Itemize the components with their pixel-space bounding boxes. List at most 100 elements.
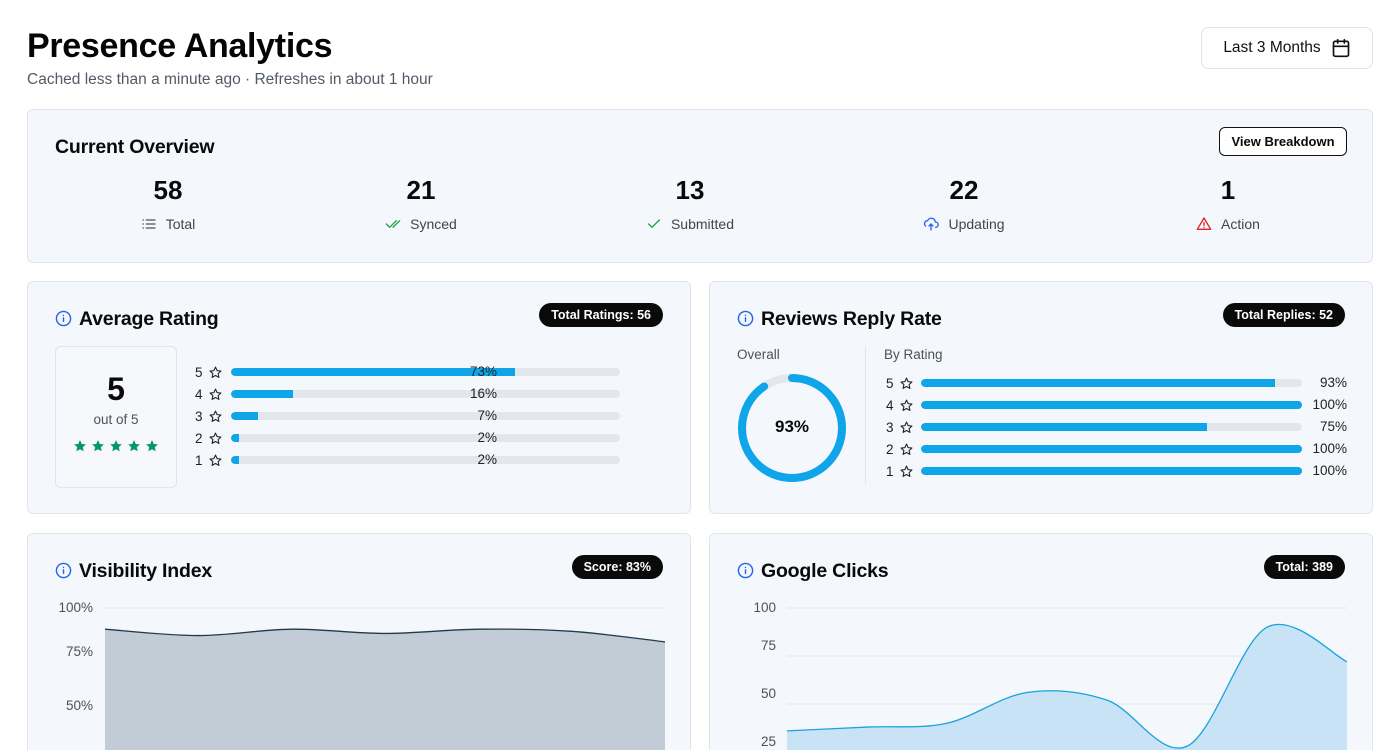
y-tick: 50: [760, 686, 776, 701]
google-clicks-total-badge: Total: 389: [1263, 555, 1345, 579]
rating-number: 5: [886, 375, 894, 391]
star-icon: [128, 440, 140, 452]
rating-number: 1: [195, 452, 203, 468]
bar-track: [231, 456, 620, 464]
bar-track: [921, 445, 1302, 453]
double-check-icon: [385, 220, 401, 228]
bar-percent: 16%: [469, 386, 497, 401]
total-ratings-badge: Total Ratings: 56: [539, 303, 663, 327]
info-icon[interactable]: [55, 310, 72, 327]
bar-track: [231, 412, 620, 420]
stat-synced: 21 Synced: [321, 174, 521, 232]
by-rating-label: By Rating: [884, 347, 943, 362]
overview-card: Current Overview View Breakdown 58 Total…: [27, 109, 1373, 263]
bar-fill: [231, 412, 259, 420]
reply-rate-card: Reviews Reply Rate Total Replies: 52 Ove…: [709, 281, 1373, 514]
bar-percent: 100%: [1312, 463, 1347, 478]
google-clicks-chart: [787, 607, 1347, 750]
rating-number: 3: [886, 419, 894, 435]
bar-fill: [231, 368, 515, 376]
star-icon: [110, 440, 122, 452]
star-outline-icon: [209, 388, 222, 400]
donut-arc: [738, 374, 846, 482]
bar-fill: [921, 423, 1207, 431]
bar-track: [921, 379, 1302, 387]
date-range-button[interactable]: Last 3 Months: [1201, 27, 1373, 69]
list-icon: [142, 219, 156, 229]
rating-number: 4: [886, 397, 894, 413]
star-outline-icon: [209, 454, 222, 466]
bar-fill: [921, 379, 1276, 387]
rating-scale: out of 5: [93, 412, 139, 427]
rating-score: 5: [107, 371, 125, 407]
stat-value: 22: [949, 175, 979, 205]
star-rating: [56, 439, 176, 453]
y-tick: 100: [753, 600, 776, 615]
visibility-score-badge: Score: 83%: [571, 555, 663, 579]
bar-track: [231, 434, 620, 442]
series-line: [787, 623, 1347, 749]
stat-label: Updating: [948, 216, 1005, 232]
y-tick: 50%: [65, 698, 93, 713]
calendar-icon: [1332, 38, 1350, 58]
bar-track: [921, 401, 1302, 409]
cloud-upload-icon: [924, 217, 940, 231]
bar-fill: [921, 445, 1302, 453]
stat-value: 13: [675, 175, 705, 205]
stat-updating: 22 Updating: [864, 174, 1064, 232]
rating-bar-row: 5 93%: [886, 375, 1347, 391]
reply-rate-donut: [738, 374, 846, 482]
view-breakdown-button[interactable]: View Breakdown: [1219, 127, 1347, 156]
rating-bar-row: 5 73%: [195, 364, 620, 380]
rating-number: 2: [886, 441, 894, 457]
rating-bar-row: 3 7%: [195, 408, 620, 424]
rating-bar-row: 3 75%: [886, 419, 1347, 435]
overall-label: Overall: [737, 347, 780, 362]
bar-fill: [921, 401, 1302, 409]
stat-submitted: 13 Submitted: [590, 174, 790, 232]
rating-summary: 5 out of 5: [55, 346, 177, 488]
bar-percent: 2%: [477, 430, 497, 445]
visibility-card: Visibility Index Score: 83% 100% 75% 50%: [27, 533, 691, 750]
bar-percent: 73%: [469, 364, 497, 379]
series-line: [105, 628, 665, 643]
rating-bar-row: 2 2%: [195, 430, 620, 446]
bar-percent: 2%: [477, 452, 497, 467]
stat-value: 1: [1220, 175, 1236, 205]
bar-percent: 75%: [1319, 419, 1347, 434]
stat-value: 21: [406, 175, 436, 205]
star-icon: [146, 440, 158, 452]
stat-label: Synced: [410, 216, 457, 232]
area-fill: [787, 624, 1347, 750]
date-range-label: Last 3 Months: [1223, 39, 1321, 56]
average-rating-card: Average Rating Total Ratings: 56 5 out o…: [27, 281, 691, 514]
overall-percent: 93%: [774, 417, 810, 436]
bar-track: [231, 368, 620, 376]
info-icon[interactable]: [55, 562, 72, 579]
info-icon[interactable]: [737, 562, 754, 579]
rating-number: 3: [195, 408, 203, 424]
bar-fill: [231, 390, 294, 398]
bar-fill: [921, 467, 1302, 475]
star-outline-icon: [209, 432, 222, 444]
star-outline-icon: [900, 399, 913, 411]
y-tick: 25: [760, 734, 776, 749]
check-icon: [647, 219, 660, 228]
bar-fill: [231, 434, 239, 442]
visibility-title: Visibility Index: [79, 560, 212, 582]
y-tick: 75%: [65, 644, 93, 659]
rating-bar-row: 4 16%: [195, 386, 620, 402]
stat-action: 1 Action: [1128, 174, 1328, 232]
bar-track: [231, 390, 620, 398]
stat-total: 58 Total: [68, 174, 268, 232]
info-icon[interactable]: [737, 310, 754, 327]
visibility-chart: [105, 607, 665, 750]
stat-value: 58: [153, 175, 183, 205]
star-outline-icon: [900, 377, 913, 389]
bar-percent: 100%: [1312, 397, 1347, 412]
bar-track: [921, 423, 1302, 431]
area-fill: [105, 629, 665, 750]
star-outline-icon: [900, 443, 913, 455]
total-replies-badge: Total Replies: 52: [1222, 303, 1345, 327]
y-tick: 100%: [58, 600, 93, 615]
